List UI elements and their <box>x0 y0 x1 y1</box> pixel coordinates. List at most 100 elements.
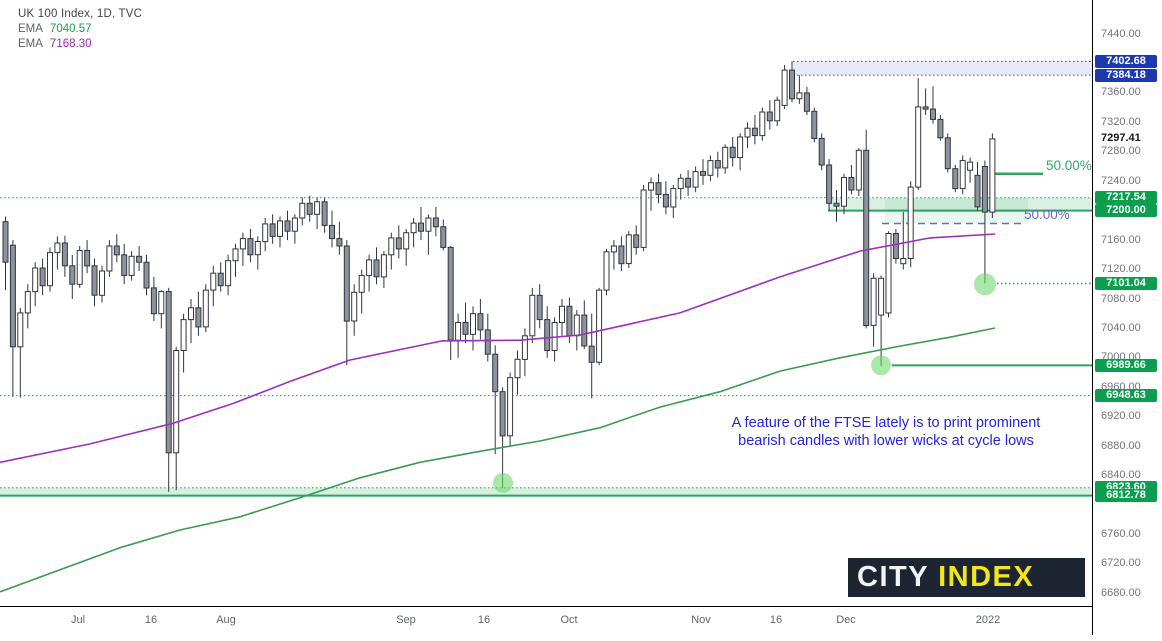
candle <box>158 291 165 315</box>
candle <box>121 254 128 276</box>
candle <box>76 249 83 285</box>
candle <box>477 313 484 331</box>
candle <box>900 258 907 265</box>
candle <box>759 111 766 137</box>
candle <box>700 171 706 176</box>
candle <box>774 99 781 122</box>
candle <box>321 201 328 226</box>
candle <box>907 186 914 260</box>
candle <box>714 160 721 169</box>
candle <box>833 202 840 207</box>
fib-50-percent-label-green: 50.00% <box>1046 158 1092 173</box>
candle <box>202 289 209 328</box>
candle <box>662 193 669 208</box>
candle <box>239 238 246 250</box>
candle <box>351 291 358 322</box>
chart-plot-area[interactable]: UK 100 Index, 1D, TVC EMA 7040.57 EMA 7168… <box>0 0 1092 606</box>
candle <box>922 106 929 110</box>
candle <box>544 319 551 352</box>
ema-indicator-row-2[interactable]: EMA 7168.30 <box>18 38 142 50</box>
candle <box>981 166 988 213</box>
candle <box>870 277 877 326</box>
candle <box>336 238 343 247</box>
candle <box>655 182 662 195</box>
candle <box>744 127 751 138</box>
candle <box>150 287 157 315</box>
candle <box>796 92 803 100</box>
ema-line[interactable] <box>0 233 996 464</box>
price-axis-label-green: 6812.78 <box>1095 489 1157 503</box>
price-axis-label-green: 6948.63 <box>1095 389 1157 403</box>
candle <box>91 265 98 296</box>
candle <box>811 110 818 140</box>
candle <box>566 305 573 337</box>
candle <box>9 244 16 348</box>
candle <box>217 272 224 287</box>
price-tick-label: 6760.00 <box>1101 528 1141 540</box>
candle <box>99 270 105 296</box>
candle <box>306 202 313 215</box>
candle <box>432 217 439 228</box>
fib-50-percent-label-blue: 50.00% <box>1024 207 1070 222</box>
candle <box>685 177 692 188</box>
candle <box>559 305 565 323</box>
candle <box>855 149 862 191</box>
candle <box>737 136 744 159</box>
candle <box>499 391 506 437</box>
candle <box>69 265 76 285</box>
candle <box>247 238 254 256</box>
time-tick-label: Sep <box>396 614 416 626</box>
price-axis-label-plain: 7297.41 <box>1101 132 1141 145</box>
symbol-title[interactable]: UK 100 Index, 1D, TVC <box>18 8 143 20</box>
city-index-logo: CITY INDEX <box>848 558 1085 597</box>
candle <box>54 242 61 254</box>
ema-line[interactable] <box>0 327 996 593</box>
candle <box>173 350 180 454</box>
candle <box>143 261 150 289</box>
candle <box>262 223 269 243</box>
time-tick-label: Jul <box>70 614 86 626</box>
candle <box>959 160 966 190</box>
candle <box>425 217 432 232</box>
price-tick-label: 7040.00 <box>1101 321 1141 334</box>
highlight-zone <box>0 487 1092 496</box>
candle <box>106 245 113 272</box>
candle <box>455 322 462 341</box>
candle <box>329 224 335 240</box>
candle <box>573 314 580 337</box>
candle <box>269 223 276 237</box>
price-axis[interactable]: 7440.00 7360.00 7320.00 7280.00 7240.00 7160.… <box>1092 0 1162 635</box>
logo-text-index: INDEX <box>938 561 1035 593</box>
candle <box>507 377 514 437</box>
time-axis[interactable]: Jul 16 Aug Sep 16 Oct Nov 16 Dec 2022 <box>0 606 1092 641</box>
price-tick-label: 7440.00 <box>1101 27 1141 40</box>
price-tick-label: 7080.00 <box>1101 292 1141 305</box>
candle <box>395 237 402 250</box>
ema1-value: 7040.57 <box>49 23 92 35</box>
candle <box>165 291 172 454</box>
candle <box>462 322 469 335</box>
candle <box>210 272 217 291</box>
candle <box>596 289 603 363</box>
candle <box>974 174 981 208</box>
candle <box>521 335 528 360</box>
ema-indicator-row-1[interactable]: EMA 7040.57 <box>18 23 142 35</box>
price-axis-label-navy: 7402.68 <box>1095 55 1157 68</box>
time-tick-label: Oct <box>560 614 578 626</box>
candle <box>670 188 677 208</box>
candle <box>789 69 795 100</box>
price-axis-label-green: 7200.00 <box>1095 204 1157 218</box>
candle <box>885 233 892 314</box>
candle <box>366 259 373 276</box>
candle <box>358 274 365 293</box>
ema2-label: EMA <box>18 38 43 50</box>
candlestick-plot[interactable] <box>0 0 1092 606</box>
candle <box>284 220 291 232</box>
price-tick-label: 6880.00 <box>1101 439 1141 452</box>
candle <box>722 146 729 169</box>
candle <box>967 161 974 171</box>
candle <box>232 248 239 262</box>
candles-group <box>2 61 996 492</box>
candle <box>529 294 536 337</box>
